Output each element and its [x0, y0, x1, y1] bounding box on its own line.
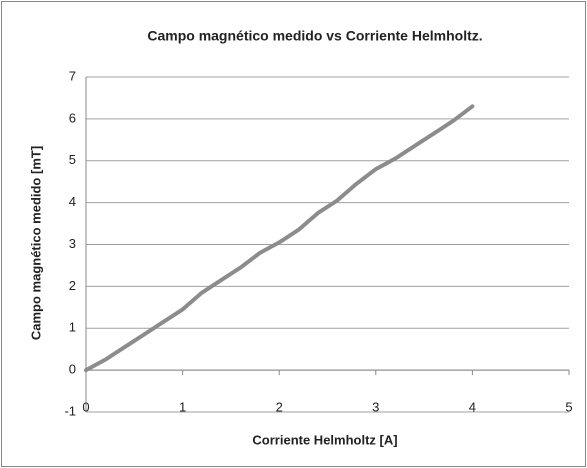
x-axis-title: Corriente Helmholtz [A] [252, 432, 397, 447]
data-line [84, 104, 475, 373]
y-tick-label: 5 [69, 152, 76, 167]
y-tick-label: 3 [69, 236, 76, 251]
x-tick-label: 4 [469, 399, 476, 414]
x-tick-label: 3 [372, 399, 379, 414]
chart-title: Campo magnético medido vs Corriente Helm… [147, 28, 482, 44]
y-tick-label: 7 [69, 68, 76, 83]
x-tick-label: 1 [179, 399, 186, 414]
y-tick-label: 6 [69, 110, 76, 125]
x-tick-label: 0 [82, 399, 89, 414]
x-tick-label: 2 [276, 399, 283, 414]
y-tick-label: 1 [69, 320, 76, 335]
x-tick-label: 5 [565, 399, 572, 414]
y-tick-label: 2 [69, 278, 76, 293]
y-tick-label: 4 [69, 194, 76, 209]
y-tick-label: 0 [69, 362, 76, 377]
y-axis-title: Campo magnético medido [mT] [28, 146, 43, 340]
y-tick-label: -1 [64, 403, 76, 418]
